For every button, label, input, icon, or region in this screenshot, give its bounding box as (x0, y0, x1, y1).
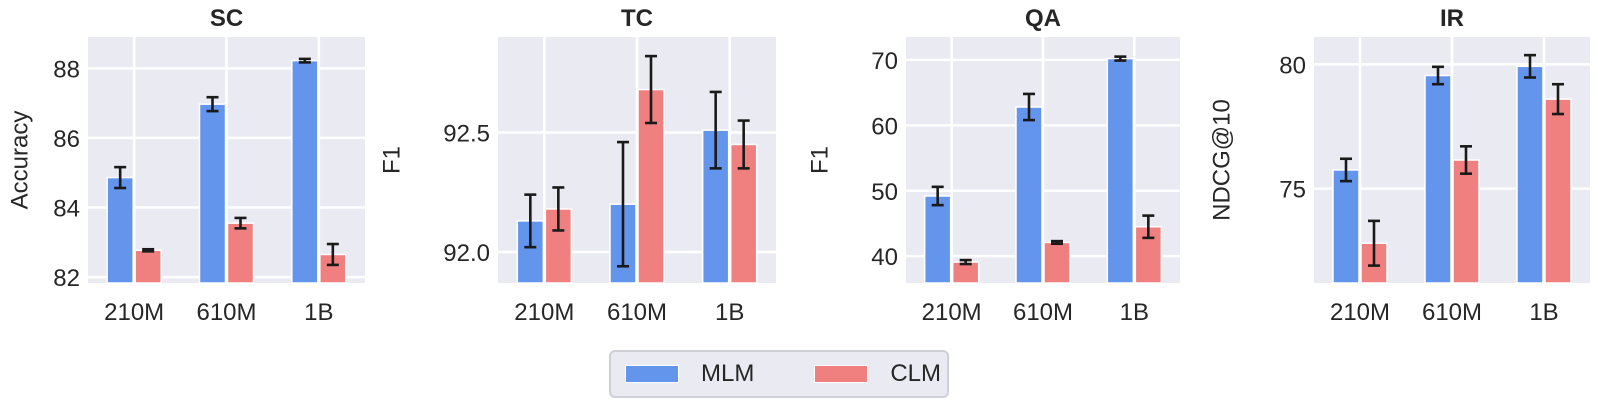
chart-title: QA (1025, 5, 1061, 32)
bar-clm (134, 249, 162, 284)
x-tick-label: 210M (922, 299, 982, 326)
x-tick-label: 210M (104, 299, 164, 326)
y-axis-label: Accuracy (7, 111, 34, 210)
bar-mlm (1424, 74, 1452, 284)
x-tick-label: 1B (1529, 299, 1558, 326)
bar-mlm (291, 59, 319, 284)
x-tick-label: 610M (607, 299, 667, 326)
x-tick-label: 1B (304, 299, 333, 326)
y-tick-label: 40 (871, 244, 898, 271)
y-tick-label: 92.0 (443, 240, 490, 267)
y-tick-label: 80 (1279, 52, 1306, 79)
subplot-ir: 75 80 210M 610M 1B IR NDCG@10 (1209, 5, 1590, 326)
chart-title: TC (621, 5, 653, 32)
y-tick-label: 92.5 (443, 121, 490, 148)
subplot-tc: 92.0 92.5 210M 610M 1B TC F1 (379, 5, 776, 326)
legend-label-mlm: MLM (701, 360, 755, 387)
x-tick-label: 1B (1120, 299, 1149, 326)
x-tick-label: 610M (1013, 299, 1073, 326)
bar-mlm (1015, 106, 1043, 284)
y-axis-label: F1 (379, 146, 406, 174)
y-tick-label: 75 (1279, 177, 1306, 204)
bar-clm (1043, 241, 1071, 284)
chart-title: SC (210, 5, 243, 32)
x-tick-label: 210M (1330, 299, 1390, 326)
chart-title: IR (1440, 5, 1464, 32)
y-tick-label: 86 (53, 126, 80, 153)
bar-mlm (106, 176, 134, 284)
bar-clm (1134, 225, 1163, 284)
bar-mlm (1516, 65, 1544, 284)
legend-swatch-clm (814, 365, 869, 383)
bar-mlm (1332, 169, 1360, 284)
y-tick-label: 84 (53, 195, 80, 222)
legend: MLM CLM (609, 350, 949, 398)
y-tick-label: 82 (53, 265, 80, 292)
x-tick-label: 610M (1422, 299, 1482, 326)
x-tick-label: 210M (514, 299, 574, 326)
x-tick-label: 610M (196, 299, 256, 326)
x-tick-label: 1B (715, 299, 744, 326)
y-tick-label: 60 (871, 113, 898, 140)
subplot-qa: 40 50 60 70 210M 610M 1B QA F1 (807, 5, 1180, 326)
bar-mlm (923, 195, 952, 284)
legend-swatch-mlm (625, 365, 679, 383)
bar-clm (1544, 98, 1572, 284)
bar-clm (1452, 159, 1480, 284)
y-axis-label: F1 (807, 146, 834, 174)
y-axis-label: NDCG@10 (1209, 99, 1236, 221)
bar-mlm (198, 103, 227, 284)
legend-item-clm: CLM (814, 360, 941, 388)
bar-clm (226, 222, 255, 284)
subplot-sc: 82 84 86 88 210M 610M 1B SC Accuracy (7, 5, 365, 326)
y-tick-label: 88 (53, 56, 80, 83)
legend-label-clm: CLM (890, 360, 942, 387)
legend-item-mlm: MLM (625, 360, 754, 388)
bar-mlm (1106, 57, 1135, 284)
y-tick-label: 70 (871, 48, 898, 75)
y-tick-label: 50 (871, 179, 898, 206)
